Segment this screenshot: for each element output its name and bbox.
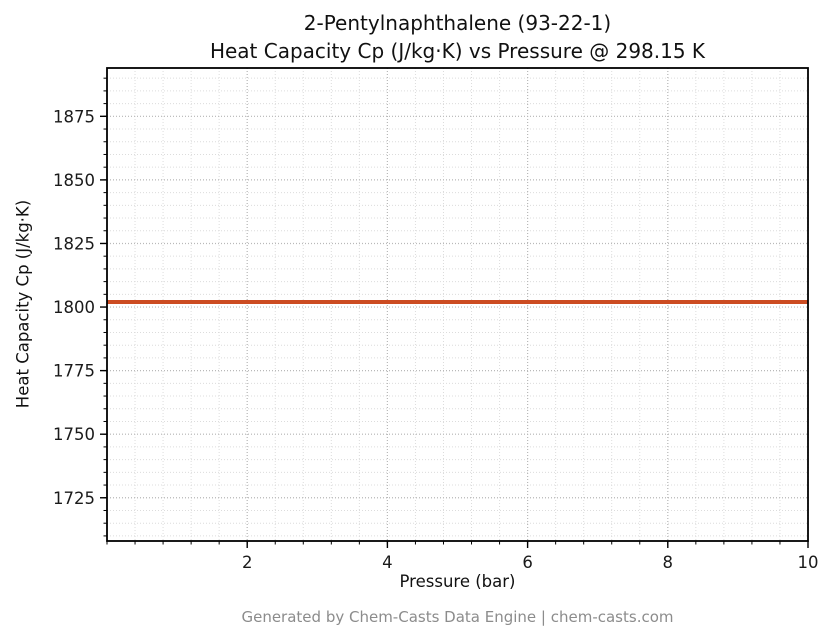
svg-text:1875: 1875 bbox=[53, 107, 95, 126]
svg-text:10: 10 bbox=[798, 553, 819, 572]
x-axis-label: Pressure (bar) bbox=[399, 572, 516, 591]
svg-text:4: 4 bbox=[382, 553, 393, 572]
svg-text:1850: 1850 bbox=[53, 171, 95, 190]
svg-text:8: 8 bbox=[663, 553, 674, 572]
axes-spines bbox=[106, 67, 809, 542]
grid-major bbox=[107, 68, 809, 541]
chart-title-line2: Heat Capacity Cp (J/kg·K) vs Pressure @ … bbox=[209, 39, 706, 63]
svg-text:1775: 1775 bbox=[53, 362, 95, 381]
svg-text:1750: 1750 bbox=[53, 425, 95, 444]
chart-title-line1: 2-Pentylnaphthalene (93-22-1) bbox=[303, 11, 612, 35]
y-axis-label: Heat Capacity Cp (J/kg·K) bbox=[13, 199, 33, 409]
svg-text:1725: 1725 bbox=[53, 489, 95, 508]
svg-text:2: 2 bbox=[242, 553, 253, 572]
y-tick-labels: 1725 1750 1775 1800 1825 1850 1875 bbox=[53, 107, 95, 507]
tick-marks bbox=[100, 77, 809, 548]
grid-minor bbox=[106, 68, 809, 541]
x-tick-labels: 2 4 6 8 10 bbox=[242, 553, 819, 572]
chart-title: 2-Pentylnaphthalene (93-22-1) Heat Capac… bbox=[107, 9, 808, 65]
svg-text:1800: 1800 bbox=[53, 298, 95, 317]
svg-text:6: 6 bbox=[522, 553, 533, 572]
footer-attribution: Generated by Chem-Casts Data Engine | ch… bbox=[241, 608, 674, 626]
svg-text:1825: 1825 bbox=[53, 234, 95, 253]
